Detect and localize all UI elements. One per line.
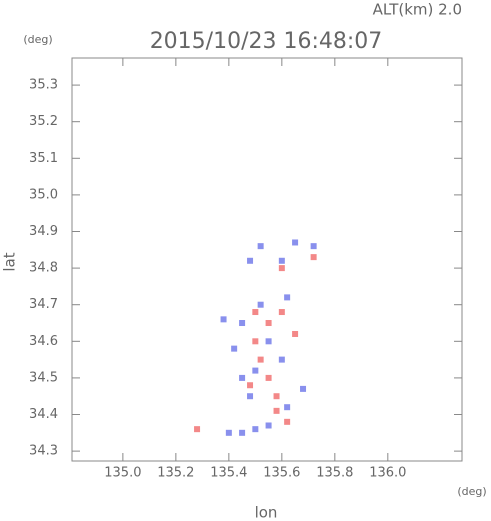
point: [225, 429, 232, 436]
y-tick-label: 35.1: [29, 151, 58, 166]
point: [252, 367, 259, 374]
point: [265, 320, 272, 327]
y-tick-label: 35.2: [29, 114, 58, 129]
point: [284, 294, 291, 301]
x-tick-label: 135.4: [210, 465, 247, 480]
y-tick-label: 34.9: [29, 224, 58, 239]
x-axis-label: lon: [255, 504, 278, 521]
point: [265, 374, 272, 381]
point: [265, 422, 272, 429]
point: [257, 356, 264, 363]
x-tick-label: 135.0: [104, 465, 141, 480]
x-tick-label: 135.8: [316, 465, 353, 480]
y-tick-label: 34.6: [29, 334, 58, 349]
point: [300, 385, 307, 392]
point: [284, 418, 291, 425]
point: [310, 243, 317, 250]
point: [278, 257, 285, 264]
plot-frame: [71, 57, 463, 462]
y-tick-label: 35.0: [29, 187, 58, 202]
point: [257, 301, 264, 308]
point: [247, 257, 254, 264]
y-tick-label: 34.7: [29, 297, 58, 312]
y-axis-label: lat: [1, 252, 19, 271]
y-tick-label: 34.5: [29, 370, 58, 385]
x-unit: (deg): [457, 485, 486, 498]
subtitle: ALT(km) 2.0: [373, 1, 462, 19]
y-tick-label: 34.3: [29, 444, 58, 459]
point: [273, 393, 280, 400]
point: [278, 356, 285, 363]
point: [239, 320, 246, 327]
point: [273, 407, 280, 414]
point: [194, 426, 201, 433]
y-tick-label: 34.8: [29, 261, 58, 276]
point: [252, 309, 259, 316]
y-tick-label: 34.4: [29, 407, 58, 422]
y-tick-label: 35.3: [29, 78, 58, 93]
point: [252, 426, 259, 433]
point: [239, 374, 246, 381]
point: [257, 243, 264, 250]
point: [247, 382, 254, 389]
point: [310, 254, 317, 261]
point: [265, 338, 272, 345]
point: [292, 239, 299, 246]
point: [220, 316, 227, 323]
point: [292, 330, 299, 337]
x-tick-label: 136.0: [369, 465, 406, 480]
point: [284, 404, 291, 411]
point: [278, 265, 285, 272]
point: [252, 338, 259, 345]
point: [247, 393, 254, 400]
point: [231, 345, 238, 352]
x-tick-label: 135.2: [157, 465, 194, 480]
chart-title: 2015/10/23 16:48:07: [150, 29, 383, 54]
x-tick-label: 135.6: [263, 465, 300, 480]
y-unit: (deg): [23, 33, 52, 46]
point: [278, 309, 285, 316]
point: [239, 429, 246, 436]
